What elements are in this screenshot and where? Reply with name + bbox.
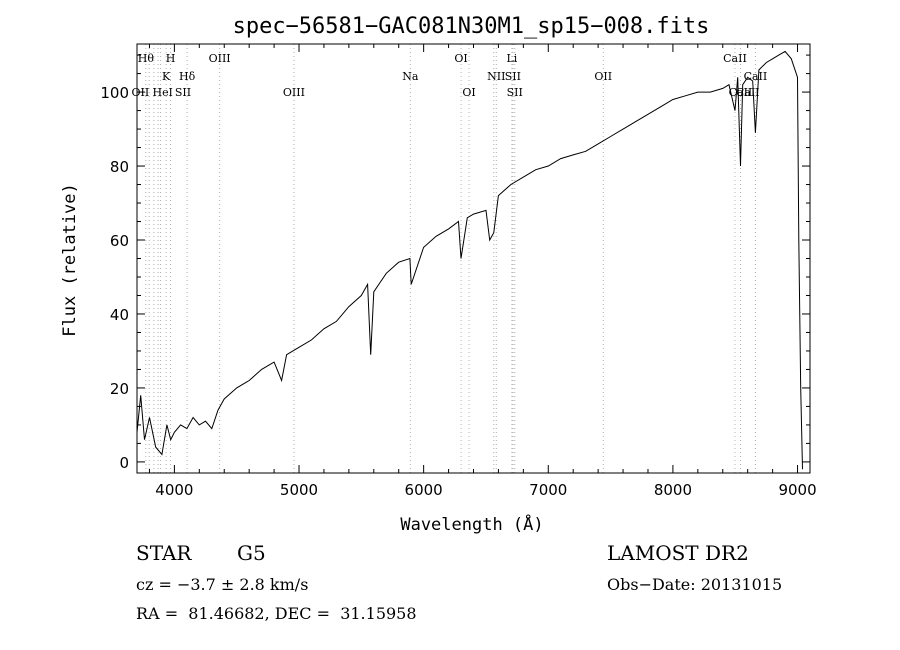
line-label: Li — [506, 52, 517, 65]
line-label: I — [168, 86, 172, 99]
x-tick-label: 4000 — [155, 481, 193, 499]
y-axis-label: Flux (relative) — [60, 183, 80, 337]
line-label: OII — [594, 70, 612, 83]
line-label: SII — [505, 70, 521, 83]
spectrum-series-line — [136, 50, 803, 470]
x-tick-label: 5000 — [280, 481, 318, 499]
line-label: CaII — [723, 52, 747, 65]
y-tick-label: 80 — [110, 158, 129, 176]
reference-line-labels: HθKHHδOIIIOIIINaOIOINIILiSIISIIOIICaIICa… — [132, 52, 768, 99]
object-class: STAR — [136, 541, 192, 565]
object-subclass: G5 — [237, 541, 266, 565]
line-label: SII — [175, 86, 191, 99]
line-label: H — [166, 52, 176, 65]
line-label: CaII — [744, 70, 768, 83]
line-label: K — [162, 70, 171, 83]
redshift-velocity: cz = −3.7 ± 2.8 km/s — [136, 575, 309, 594]
survey-name: LAMOST DR2 — [607, 541, 749, 565]
line-label: OI — [454, 52, 467, 65]
chart-title: spec−56581−GAC081N30M1_sp15−008.fits — [233, 14, 710, 39]
line-label: Hθ — [138, 52, 155, 65]
x-axis-label: Wavelength (Å) — [400, 513, 543, 535]
y-tick-label: 60 — [110, 232, 129, 250]
coordinates: RA = 81.46682, DEC = 31.15958 — [136, 604, 417, 623]
x-tick-label: 8000 — [654, 481, 692, 499]
line-label: CaII — [736, 86, 760, 99]
line-label: OI — [462, 86, 475, 99]
y-tick-label: 100 — [100, 84, 129, 102]
line-label: Na — [402, 70, 419, 83]
line-label: SII — [507, 86, 523, 99]
line-label: CaII — [729, 86, 753, 99]
x-tick-label: 7000 — [529, 481, 567, 499]
y-tick-label: 0 — [119, 454, 129, 472]
x-tick-label: 9000 — [778, 481, 816, 499]
plot-frame — [136, 43, 811, 474]
line-label: OIII — [209, 52, 231, 65]
line-label: OIII — [283, 86, 305, 99]
reference-lines — [145, 44, 756, 473]
observation-date: Obs−Date: 20131015 — [607, 575, 783, 594]
line-label: Hδ — [179, 70, 196, 83]
y-tick-label: 40 — [110, 306, 129, 324]
x-axis-ticks: 4000 5000 6000 7000 8000 9000 — [148, 44, 817, 499]
y-axis-ticks: 0 20 40 60 80 100 — [100, 54, 810, 472]
line-label: He — [153, 86, 169, 99]
line-label: NII — [487, 70, 505, 83]
y-tick-label: 20 — [110, 380, 129, 398]
x-tick-label: 6000 — [405, 481, 443, 499]
